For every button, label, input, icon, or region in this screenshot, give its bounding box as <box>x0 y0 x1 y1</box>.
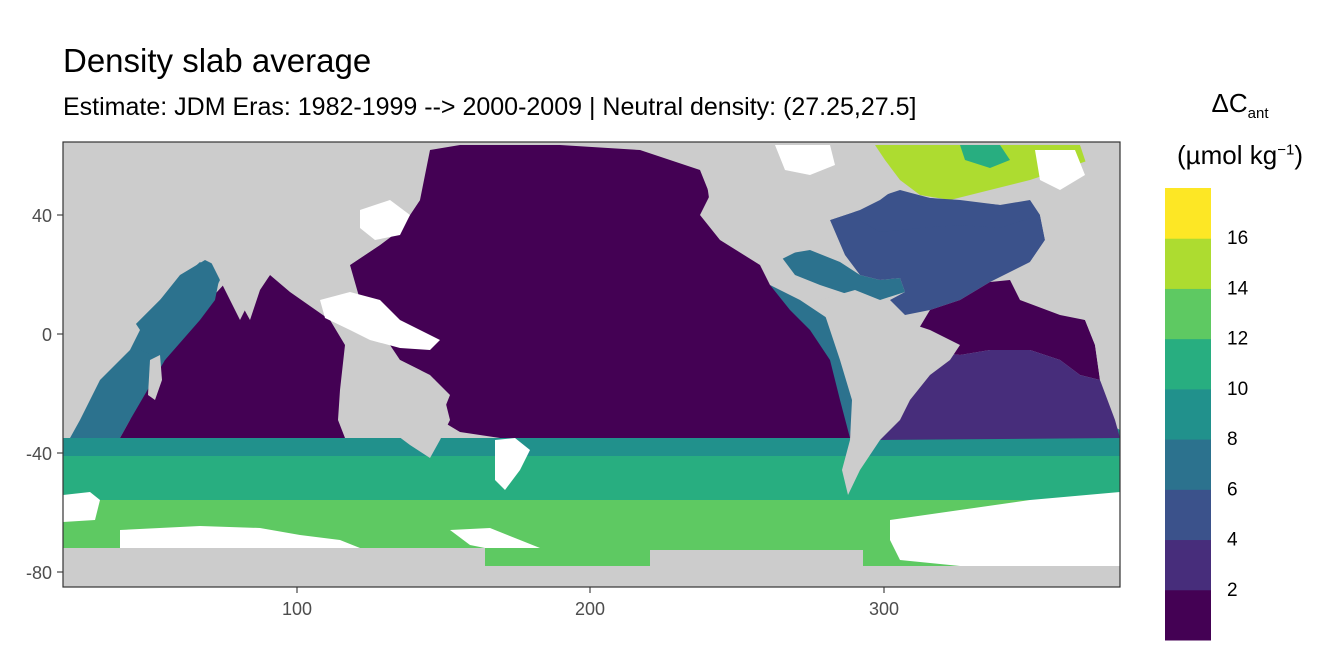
land-north-america <box>700 145 900 260</box>
legend-swatch <box>1165 388 1211 440</box>
legend-title-sub: ant <box>1247 105 1269 123</box>
y-tick-label-40: 40 <box>32 206 52 226</box>
region-tropical-atlantic <box>915 280 1100 380</box>
legend-label: 2 <box>1227 580 1238 601</box>
panel-border <box>62 141 1121 588</box>
legend-swatch <box>1165 238 1211 289</box>
land-antarctica <box>63 548 1120 587</box>
x-tick-label-100: 100 <box>282 599 312 619</box>
legend-swatch <box>1165 589 1211 641</box>
region-subpolar-north-atlantic <box>875 145 1090 200</box>
land-africa-south <box>63 300 140 438</box>
legend-swatch <box>1165 338 1211 390</box>
nodata-weddell <box>890 492 1120 566</box>
y-tick-label-minus80: -80 <box>26 563 52 583</box>
legend-swatch <box>1165 288 1211 340</box>
region-subantarctic-band <box>63 456 1120 500</box>
land-africa <box>63 150 330 340</box>
land-greenland <box>1080 145 1120 190</box>
land-australia <box>340 360 450 458</box>
legend-title: ΔCant <box>1150 88 1330 122</box>
legend-label: 6 <box>1227 479 1238 500</box>
x-axis: 100 200 300 <box>282 587 899 619</box>
land-madagascar <box>148 355 162 400</box>
nodata-north-sea <box>1035 150 1085 190</box>
legend-label: 8 <box>1227 429 1238 450</box>
region-caribbean <box>780 250 905 300</box>
x-tick-label-300: 300 <box>869 599 899 619</box>
y-tick-label-0: 0 <box>42 325 52 345</box>
x-tick-label-200: 200 <box>575 599 605 619</box>
y-tick-label-minus40: -40 <box>26 444 52 464</box>
region-arabian-sea <box>130 262 220 360</box>
region-tropical-indian <box>120 275 345 438</box>
legend-unit: (µmol kg−1) <box>1150 140 1330 171</box>
legend-unit-sup: −1 <box>1277 141 1295 159</box>
nodata-indonesia <box>320 292 440 350</box>
legend-label: 4 <box>1227 530 1238 551</box>
legend-colorbar <box>1165 188 1211 641</box>
land-asia <box>270 150 430 300</box>
legend-unit-post: ) <box>1294 140 1303 170</box>
region-east-pacific-coast <box>770 285 855 438</box>
region-pacific <box>350 145 855 438</box>
nodata-japan-sea <box>360 200 410 240</box>
legend-label: 12 <box>1227 329 1248 350</box>
legend-swatch <box>1165 539 1211 591</box>
legend-swatch <box>1165 489 1211 541</box>
chart-subtitle: Estimate: JDM Eras: 1982-1999 --> 2000-2… <box>63 93 917 121</box>
nodata-hudson <box>775 145 835 175</box>
region-southern-ocean <box>63 500 1120 566</box>
land-west-africa <box>1010 190 1120 420</box>
land-south-america <box>820 290 960 495</box>
legend-title-main: ΔC <box>1211 88 1248 118</box>
legend-label: 10 <box>1227 379 1248 400</box>
nodata-antarctic-shelf-2 <box>450 528 540 548</box>
nodata-antarctic-shelf-1 <box>120 526 360 548</box>
y-axis: 40 0 -40 -80 <box>26 206 63 583</box>
nodata-antarctic-shelf-west <box>63 492 100 522</box>
legend-labels: 16 14 12 10 8 6 4 2 <box>1227 228 1249 601</box>
region-labrador-sea <box>960 145 1010 168</box>
nodata-new-zealand <box>495 438 530 490</box>
legend-label: 16 <box>1227 228 1248 249</box>
chart-title: Density slab average <box>63 42 372 79</box>
legend-label: 14 <box>1227 278 1249 299</box>
legend-swatch <box>1165 439 1211 490</box>
region-north-atlantic-mid <box>850 190 1040 232</box>
legend-unit-pre: (µmol kg <box>1177 140 1278 170</box>
legend-swatch <box>1165 188 1211 239</box>
map-layer <box>63 145 1120 587</box>
